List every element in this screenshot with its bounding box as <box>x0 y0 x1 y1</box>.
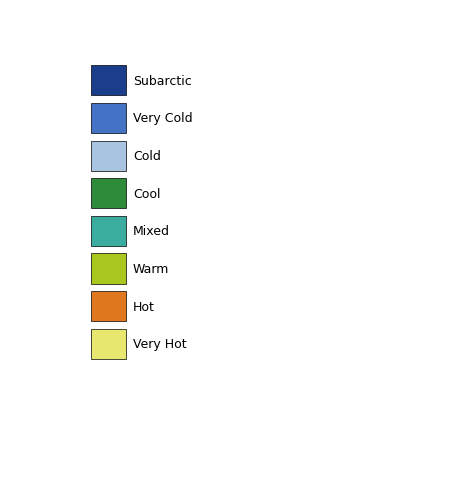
Bar <box>91 103 126 134</box>
Text: Subarctic: Subarctic <box>133 75 192 87</box>
Bar <box>91 254 126 284</box>
Text: Cold: Cold <box>133 150 161 163</box>
Bar <box>91 329 126 359</box>
Text: Cool: Cool <box>133 187 161 200</box>
Bar <box>91 179 126 209</box>
Text: Hot: Hot <box>133 300 155 313</box>
Text: Mixed: Mixed <box>133 225 170 238</box>
Text: Warm: Warm <box>133 263 169 275</box>
Bar <box>91 291 126 322</box>
Bar <box>91 141 126 171</box>
Bar <box>91 66 126 96</box>
Bar <box>91 216 126 246</box>
Text: Very Hot: Very Hot <box>133 338 187 350</box>
Text: Very Cold: Very Cold <box>133 112 193 125</box>
